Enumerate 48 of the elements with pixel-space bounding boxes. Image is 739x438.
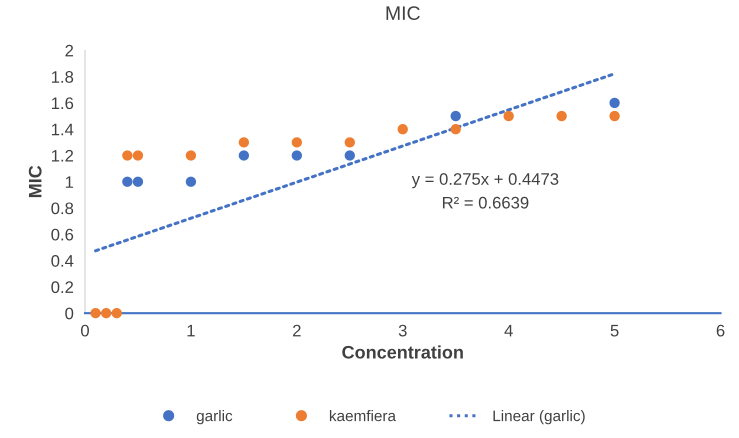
point <box>122 176 133 187</box>
point <box>450 124 461 134</box>
x-tick-label: 6 <box>716 324 724 337</box>
point <box>398 124 408 134</box>
y-tick-label: 0 <box>65 308 74 320</box>
point <box>112 308 122 318</box>
point <box>292 150 302 161</box>
point <box>609 98 620 108</box>
point <box>132 150 144 161</box>
annotation: y = 0.275x + 0.4473 <box>412 173 558 188</box>
point <box>344 150 355 161</box>
x-tick-label: 0 <box>81 324 89 337</box>
point <box>90 308 101 318</box>
point <box>292 137 302 148</box>
y-tick-label: 1.8 <box>52 71 74 83</box>
annotation: R² = 0.6639 <box>442 196 528 209</box>
x-tick-label: 1 <box>188 324 195 336</box>
legend-label: kaemfiera <box>330 410 396 422</box>
point <box>238 137 250 148</box>
y-tick-label: 1 <box>66 176 74 188</box>
legend-label: Linear (garlic) <box>493 410 585 424</box>
point <box>101 308 112 318</box>
y-tick-label: 2 <box>65 44 74 56</box>
point <box>556 110 567 122</box>
y-tick-label: 0.2 <box>51 281 74 294</box>
x-axis-title: Concentration <box>342 345 463 359</box>
point <box>504 110 514 122</box>
point <box>122 150 133 161</box>
y-tick-label: 0.8 <box>51 202 74 214</box>
chart-title: MIC <box>386 6 420 20</box>
x-tick-label: 2 <box>293 324 301 336</box>
y-axis-title: MIC <box>28 166 42 198</box>
point <box>132 176 144 187</box>
x-tick-label: 4 <box>504 324 513 336</box>
point <box>609 110 620 122</box>
point <box>186 176 196 187</box>
point <box>238 150 250 161</box>
y-tick-label: 1.4 <box>52 124 74 136</box>
y-tick-label: 1.6 <box>52 97 74 110</box>
y-tick-label: 0.4 <box>51 255 74 267</box>
point <box>186 150 196 161</box>
point <box>450 110 461 122</box>
x-tick-label: 5 <box>610 324 619 337</box>
x-tick-label: 3 <box>398 324 407 337</box>
y-tick-label: 1.2 <box>52 150 74 162</box>
y-tick-label: 0.6 <box>51 228 74 241</box>
point <box>344 137 355 148</box>
legend-label: garlic <box>196 410 232 424</box>
